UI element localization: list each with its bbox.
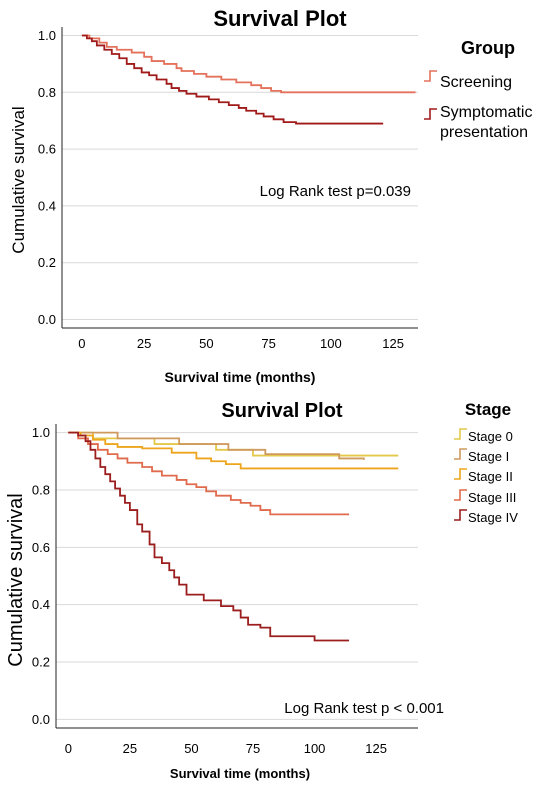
legend-label: Stage IV	[468, 510, 518, 525]
legend-label: Symptomatic presentation	[440, 104, 532, 141]
y-tick-label: 0.2	[38, 255, 56, 270]
x-tick-label: 75	[246, 741, 260, 756]
x-tick-label: 50	[199, 336, 213, 351]
survival-chart-2: Survival Plot 0.0 0.2 0.4 0.6 0.8 1.0 0 25 50 75 10…	[5, 400, 518, 781]
legend-swatch	[454, 428, 467, 440]
x-axis-title: Survival time (months)	[170, 766, 310, 781]
log-rank-annotation: Log Rank test p=0.039	[260, 183, 411, 200]
legend-title: Group	[461, 38, 515, 58]
legend-swatch	[424, 108, 437, 120]
y-tick-label: 0.8	[32, 482, 50, 497]
x-tick-label: 100	[320, 336, 342, 351]
series-line-4	[68, 431, 350, 516]
legend-label: Screening	[440, 74, 512, 91]
y-tick-label: 1.0	[38, 28, 56, 43]
x-tick-label: 50	[184, 741, 198, 756]
x-tick-label: 25	[137, 336, 151, 351]
series-line-1	[81, 34, 416, 94]
x-tick-label: 0	[78, 336, 85, 351]
series-line-5	[68, 431, 350, 642]
y-tick-label: 1.0	[32, 425, 50, 440]
y-axis-title: Cumulative survival	[9, 106, 28, 253]
chart-title: Survival Plot	[213, 6, 347, 31]
legend-label: Stage 0	[468, 429, 513, 444]
series-line-2	[81, 34, 384, 125]
legend-swatch	[454, 489, 467, 501]
legend: Stage Stage 0 Stage I Stage II Stage III Stag…	[454, 400, 518, 525]
y-tick-label: 0.4	[38, 198, 56, 213]
y-tick-label: 0.6	[38, 142, 56, 157]
series-line-3	[68, 431, 399, 470]
legend-label: Stage I	[468, 449, 509, 464]
legend-title: Stage	[465, 400, 511, 419]
y-tick-label: 0.8	[38, 85, 56, 100]
x-axis-title: Survival time (months)	[165, 369, 316, 385]
legend-swatch	[454, 468, 467, 480]
log-rank-annotation: Log Rank test p < 0.001	[284, 700, 444, 717]
y-tick-label: 0.6	[32, 540, 50, 555]
x-tick-label: 125	[365, 741, 387, 756]
x-tick-label: 125	[382, 336, 404, 351]
chart-title: Survival Plot	[221, 400, 342, 422]
y-tick-label: 0.0	[32, 712, 50, 727]
x-tick-label: 25	[123, 741, 137, 756]
legend-swatch	[424, 70, 437, 82]
y-tick-label: 0.4	[32, 597, 50, 612]
legend-label: Stage III	[468, 490, 516, 505]
series-line-2	[68, 431, 365, 460]
x-tick-label: 0	[65, 741, 72, 756]
legend-label-line: Symptomatic	[440, 104, 532, 121]
legend-label-line: presentation	[440, 124, 528, 141]
survival-chart-1: Survival Plot 0.0 0.2 0.4 0.6 0.8 1.0 0 25 50 75 10…	[9, 6, 532, 385]
x-tick-label: 75	[261, 336, 275, 351]
y-tick-label: 0.0	[38, 312, 56, 327]
legend-swatch	[454, 448, 467, 460]
y-axis-title: Cumulative survival	[5, 493, 27, 666]
legend: Group Screening Symptomatic presentation	[424, 38, 532, 141]
legend-label: Stage II	[468, 469, 513, 484]
x-tick-label: 100	[304, 741, 326, 756]
y-tick-label: 0.2	[32, 655, 50, 670]
legend-swatch	[454, 509, 467, 521]
